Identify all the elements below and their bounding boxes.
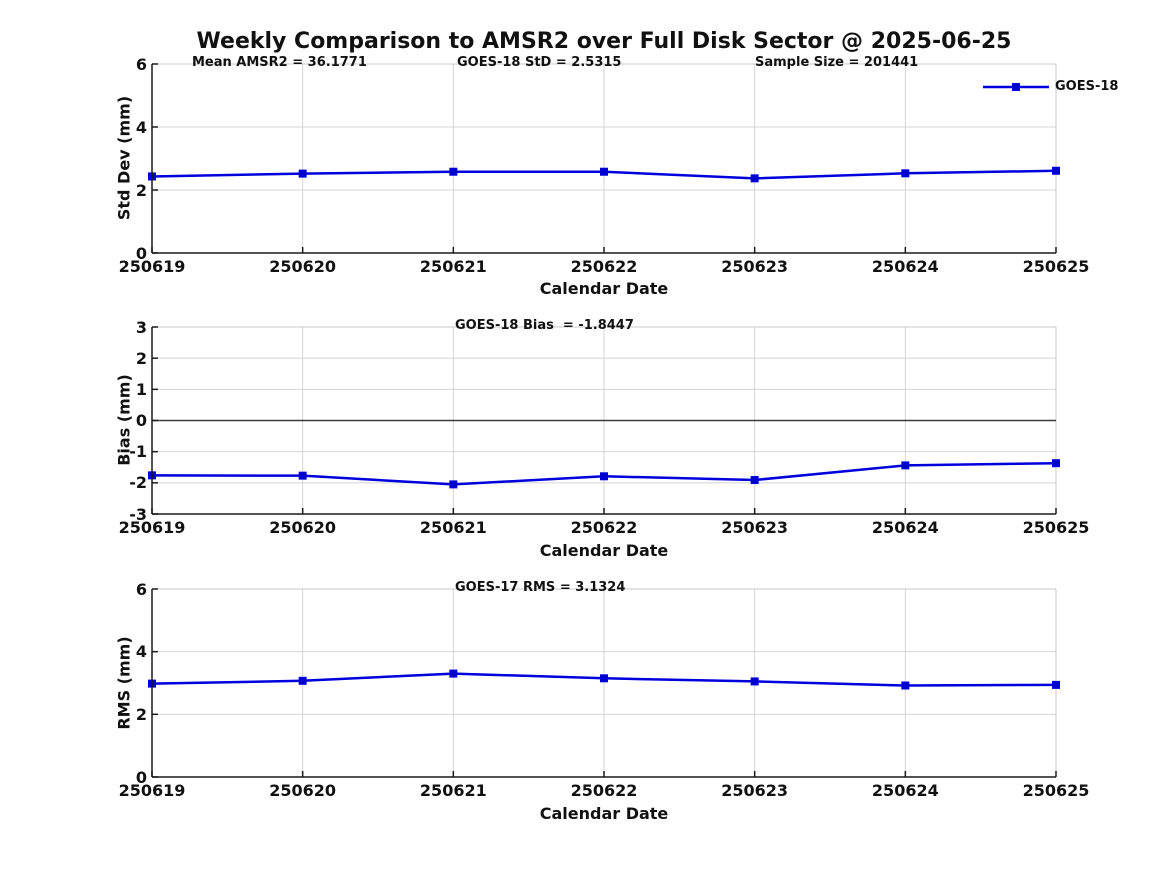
x-tick-label: 250625 [1022,257,1090,276]
y-tick-label: -3 [129,504,147,524]
data-point-marker [449,669,458,678]
y-tick-label: 2 [135,348,147,368]
x-tick-label: 250622 [570,518,638,537]
data-point-marker [600,674,608,683]
y-tick-label: 0 [135,411,147,430]
y-tick-label: 6 [135,579,147,599]
data-point-marker [449,167,458,176]
y-tick-label: 0 [135,767,147,787]
y-tick-label: 1 [135,379,147,399]
annotation-goes18-bias: GOES-18 Bias = -1.8447 [455,318,634,333]
x-tick-label: 250622 [570,257,638,276]
annotation-mean-amsr2: Mean AMSR2 = 36.1771 [192,55,367,70]
y-axis-label-stddev: Std Dev (mm) [114,95,134,221]
y-tick-label: 4 [135,642,147,662]
data-point-marker [449,480,458,489]
data-point-marker [1052,680,1060,689]
x-tick-label: 250621 [419,781,487,800]
annotation-goes17-rms: GOES-17 RMS = 3.1324 [455,580,626,595]
x-tick-label: 250620 [269,257,337,276]
x-tick-label: 250622 [570,781,638,800]
y-tick-label: -1 [129,442,147,462]
legend-entry-goes18: GOES-18 [1055,79,1119,94]
x-tick-label: 250625 [1022,781,1090,800]
data-point-marker [600,472,608,481]
x-tick-label: 250623 [721,518,789,537]
data-point-marker [901,169,910,178]
x-tick-label: 250621 [419,257,487,276]
data-point-marker [750,174,759,183]
x-axis-label-bias: Calendar Date [539,541,669,560]
x-tick-label: 250625 [1022,518,1090,537]
data-point-marker [600,167,608,176]
data-point-marker [1052,166,1060,175]
x-tick-label: 250623 [721,781,789,800]
data-point-marker [298,676,307,685]
x-tick-label: 250621 [419,518,487,537]
y-tick-label: 0 [135,243,147,263]
chart-title: Weekly Comparison to AMSR2 over Full Dis… [196,29,1012,54]
x-tick-label: 250624 [871,781,939,800]
annotation-sample-size: Sample Size = 201441 [755,55,919,70]
data-point-marker [1052,459,1060,468]
annotation-goes18-std: GOES-18 StD = 2.5315 [457,55,622,70]
data-point-marker [298,169,307,178]
legend-marker-sample [1012,83,1020,91]
x-tick-label: 250624 [871,257,939,276]
x-tick-label: 250620 [269,518,337,537]
x-tick-label: 250623 [721,257,789,276]
y-tick-label: 4 [135,117,147,137]
x-tick-label: 250619 [118,781,186,800]
data-point-marker [750,677,759,686]
y-tick-label: -2 [129,473,147,493]
x-tick-label: 250624 [871,518,939,537]
x-axis-label-stddev: Calendar Date [539,279,669,298]
x-tick-label: 250619 [118,257,186,276]
y-tick-label: 2 [135,704,147,724]
y-tick-label: 2 [135,180,147,200]
data-point-marker [901,461,910,470]
data-point-marker [750,476,759,485]
x-tick-label: 250620 [269,781,337,800]
y-tick-label: 6 [135,54,147,74]
data-point-marker [298,471,307,480]
data-point-marker [901,681,910,690]
y-tick-label: 3 [135,317,147,337]
x-tick-label: 250619 [118,518,186,537]
x-axis-label-rms: Calendar Date [539,804,669,823]
